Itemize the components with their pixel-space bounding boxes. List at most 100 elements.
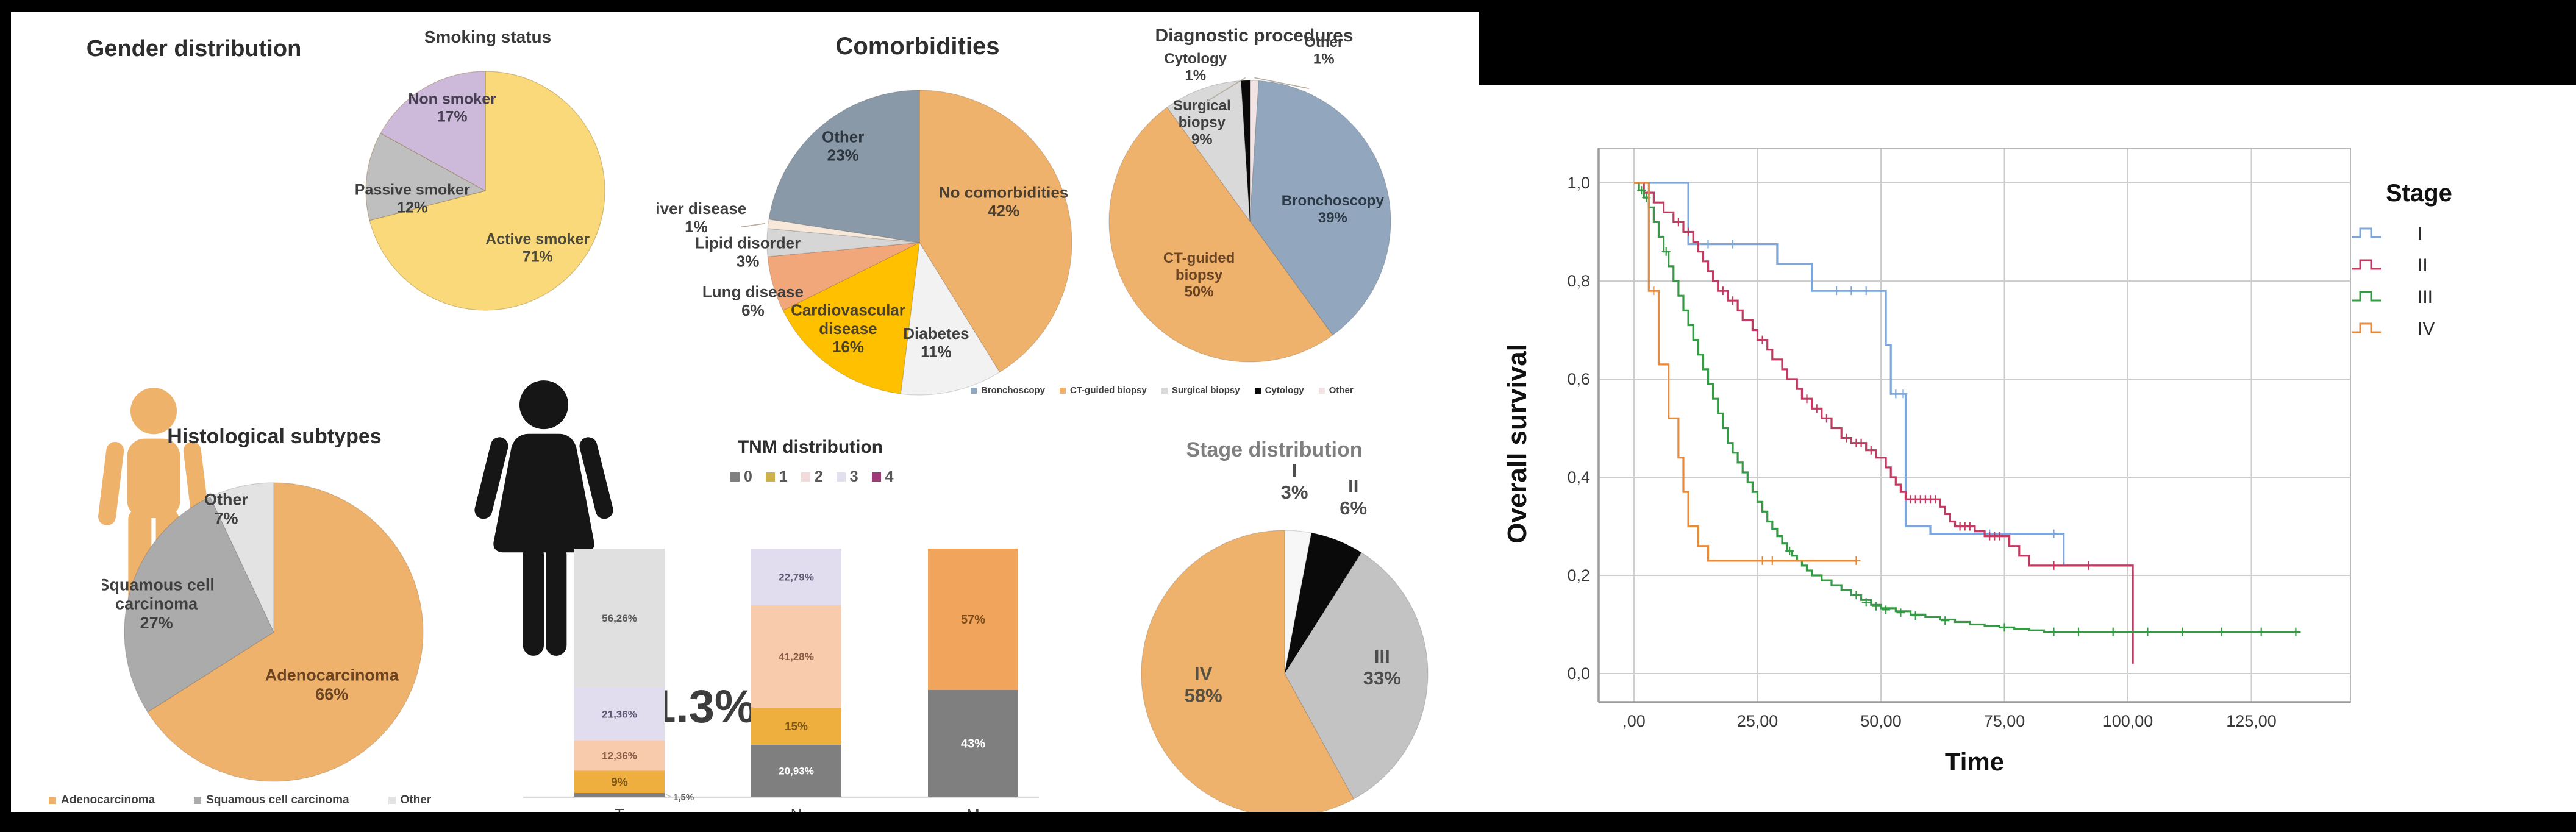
pie-label-CT-guided biopsy: CT-guided biopsy 50% <box>1163 250 1235 300</box>
censor-mark <box>1861 286 1871 296</box>
bar-category-label: M <box>966 805 980 812</box>
legend-label: Bronchoscopy <box>981 385 1046 396</box>
pie-label-Cytology: Cytology 1% <box>1164 51 1227 84</box>
km-curve-IV <box>1634 182 1857 562</box>
pie-slice-Lipid disorder <box>766 228 920 257</box>
censor-mark <box>2074 627 2083 636</box>
km-curve-I <box>1634 182 2133 567</box>
diagnostic-legend: Bronchoscopy CT-guided biopsy Surgical bio… <box>971 385 1368 396</box>
censor-mark <box>2049 561 2058 570</box>
censor-mark <box>1649 286 1658 296</box>
x-tick-label: 125,00 <box>2226 712 2277 730</box>
pie-label-I: I 3% <box>1281 463 1308 503</box>
bar-segment <box>751 707 841 745</box>
pie-label-Adenocarcinoma: Adenocarcinoma 66% <box>265 666 399 703</box>
legend-swatch <box>971 387 977 394</box>
censor-mark <box>1802 394 1811 404</box>
legend-item-2: 2 <box>801 468 823 486</box>
diagnostic-chart-title: Diagnostic procedures <box>1155 26 1354 46</box>
stage-chart-title: Stage distribution <box>1186 438 1363 461</box>
pie-slice-Other <box>768 90 920 243</box>
tnm-stacked-bars: 9% 12,36% 21,36% 56,26% T 1,5% 20,93% 15% 41,28%… <box>517 542 1047 812</box>
bar-segment-label: 41,28% <box>779 651 814 663</box>
pie-label-Lipid disorder: Lipid disorder 3% <box>695 234 801 271</box>
pie-slice-Bronchoscopy <box>1249 80 1391 336</box>
censor-mark <box>1861 598 1871 607</box>
censor-mark <box>1852 591 1861 600</box>
pie-slice-Liver disease <box>767 219 920 243</box>
bar-segment-label: 20,93% <box>779 766 814 777</box>
y-tick-label: 0,4 <box>1567 468 1590 486</box>
pie-slice-Cardiovascular disease <box>782 242 920 394</box>
pie-label-Liver disease: Liver disease1% <box>657 199 746 236</box>
km-legend-symbol-I <box>2352 227 2381 238</box>
bar-segment-label: 9% <box>611 777 628 789</box>
pie-label-Squamous cell carcinoma: Squamous cell carcinoma 27% <box>102 575 215 632</box>
legend-item-CT-guided biopsy: CT-guided biopsy <box>1060 385 1147 396</box>
legend-item-1: 1 <box>765 468 788 486</box>
legend-label: Adenocarcinoma <box>61 794 155 806</box>
pie-slice-III <box>1284 552 1429 800</box>
bar-segment <box>928 690 1018 797</box>
legend-label: Squamous cell carcinoma <box>206 794 349 806</box>
legend-label: CT-guided biopsy <box>1070 385 1147 396</box>
pie-slice-Lung disease <box>767 242 920 311</box>
bar-segment-label: 21,36% <box>602 708 637 720</box>
pie-slice-IV <box>1141 530 1354 812</box>
km-legend-label-I: I <box>2417 224 2422 244</box>
legend-label: Surgical biopsy <box>1171 385 1240 396</box>
pie-slice-I <box>1284 530 1312 674</box>
label-leader <box>1206 77 1246 102</box>
bar-segment <box>928 549 1018 690</box>
censor-mark <box>1995 532 2004 541</box>
pie-label-Diabetes: Diabetes 11% <box>903 324 969 361</box>
comorbidities-chart-title: Comorbidities <box>835 33 1000 60</box>
km-legend-label-II: II <box>2417 255 2428 276</box>
censor-mark <box>1891 389 1900 399</box>
legend-item-Other: Other <box>388 794 431 807</box>
bar-category-label: N <box>791 805 802 812</box>
legend-swatch <box>730 472 740 482</box>
bar-segment <box>574 740 665 771</box>
legend-label: 4 <box>885 468 894 485</box>
tnm-legend: 0 1 2 3 4 <box>730 468 907 486</box>
censor-mark <box>1899 389 1908 399</box>
callout-leader <box>665 794 671 797</box>
censor-mark <box>2049 529 2058 538</box>
pie-label-IV: IV 58% <box>1185 663 1222 706</box>
pie-label-Passive smoker: Passive smoker 12% <box>355 182 470 216</box>
bar-segment <box>751 605 841 708</box>
pie-label-III: III 33% <box>1363 645 1401 689</box>
tnm-chart-title: TNM distribution <box>737 437 883 457</box>
plot-frame <box>1598 148 2351 703</box>
censor-mark <box>1758 335 1767 344</box>
legend-swatch <box>871 472 881 482</box>
censor-mark <box>1842 433 1851 443</box>
legend-label: 0 <box>744 468 752 485</box>
legend-item-Other: Other <box>1318 385 1354 396</box>
legend-swatch <box>1254 387 1261 394</box>
censor-mark <box>1941 616 1950 625</box>
censor-mark <box>1661 247 1671 256</box>
x-tick-label: ,00 <box>1622 712 1646 730</box>
descriptive-statistics-panel: Gender distribution 78.7% 21.3% Smoking … <box>11 12 1479 812</box>
pie-label-Non smoker: Non smoker 17% <box>408 90 496 125</box>
legend-swatch <box>1060 387 1066 394</box>
bar-segment <box>574 687 665 741</box>
km-legend-symbol-III <box>2352 291 2381 302</box>
censor-mark <box>2143 627 2152 636</box>
censor-mark <box>1758 556 1767 565</box>
censor-mark <box>1637 186 1646 195</box>
censor-mark <box>1931 495 1940 504</box>
bar-segment <box>751 549 841 605</box>
legend-item-4: 4 <box>871 468 894 486</box>
bar-segment <box>574 770 665 793</box>
censor-mark <box>1729 240 1737 249</box>
bar-segment-label: 22,79% <box>779 572 814 583</box>
legend-item-Bronchoscopy: Bronchoscopy <box>971 385 1045 396</box>
y-tick-label: 0,8 <box>1567 272 1590 290</box>
